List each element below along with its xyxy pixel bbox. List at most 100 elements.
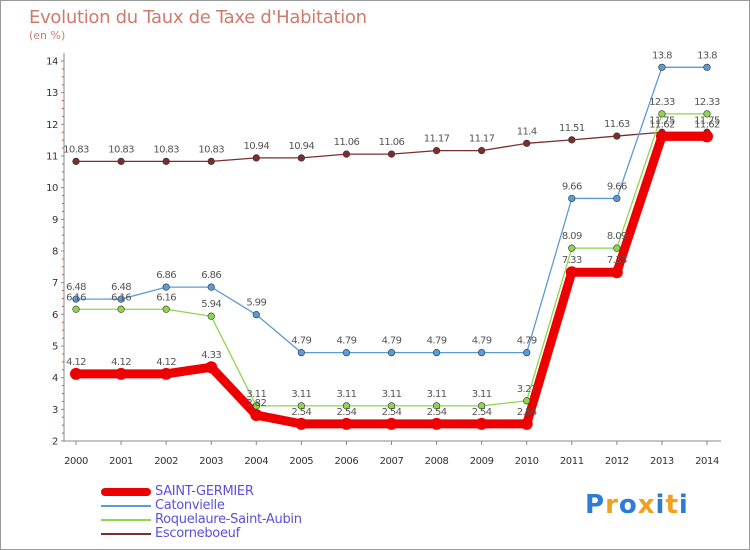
data-label: 3.11 bbox=[472, 389, 492, 400]
data-point bbox=[252, 311, 260, 319]
data-point bbox=[117, 157, 125, 165]
data-point bbox=[432, 147, 441, 155]
y-tick-label: 12 bbox=[46, 120, 58, 131]
data-label: 3.11 bbox=[382, 389, 402, 400]
data-label: 2.54 bbox=[336, 407, 356, 418]
data-label: 5.99 bbox=[246, 298, 266, 309]
x-tick-label: 2007 bbox=[380, 456, 404, 467]
data-label: 6.48 bbox=[66, 282, 86, 293]
data-point bbox=[340, 417, 353, 430]
data-label: 2.82 bbox=[246, 398, 266, 409]
data-label: 7.33 bbox=[607, 255, 627, 266]
data-point bbox=[162, 305, 170, 313]
data-label: 13.8 bbox=[652, 50, 672, 61]
data-point bbox=[478, 349, 486, 357]
data-label: 4.79 bbox=[472, 336, 492, 347]
legend-label: Escorneboeuf bbox=[155, 526, 240, 541]
data-point bbox=[115, 367, 128, 380]
data-point bbox=[655, 130, 668, 143]
logo-letter: o bbox=[618, 490, 638, 520]
x-tick-label: 2010 bbox=[515, 456, 539, 467]
data-point bbox=[205, 361, 218, 374]
data-label: 11.62 bbox=[649, 119, 675, 130]
data-point bbox=[252, 154, 260, 162]
data-label: 2.54 bbox=[472, 407, 492, 418]
logo-letter: t bbox=[665, 490, 679, 520]
x-tick-label: 2014 bbox=[695, 456, 719, 467]
data-point bbox=[72, 295, 80, 303]
data-point bbox=[568, 136, 576, 144]
data-label: 10.94 bbox=[243, 141, 269, 152]
data-label: 6.16 bbox=[111, 292, 131, 303]
data-label: 12.33 bbox=[649, 97, 675, 108]
data-label: 6.86 bbox=[201, 270, 221, 281]
data-point bbox=[475, 417, 488, 430]
data-point bbox=[565, 266, 578, 279]
chart-points bbox=[70, 63, 713, 430]
data-point bbox=[297, 402, 305, 410]
data-label: 6.16 bbox=[156, 292, 176, 303]
data-point bbox=[72, 157, 80, 165]
data-point bbox=[520, 417, 533, 430]
data-point bbox=[568, 194, 576, 203]
legend-label: Roquelaure-Saint-Aubin bbox=[155, 512, 302, 527]
data-label: 4.12 bbox=[111, 357, 131, 368]
data-label: 11.75 bbox=[649, 115, 675, 126]
data-label: 11.06 bbox=[334, 137, 360, 148]
y-tick-label: 11 bbox=[46, 152, 58, 163]
data-label: 9.66 bbox=[607, 181, 627, 192]
data-label: 5.94 bbox=[201, 299, 221, 310]
data-point bbox=[207, 283, 215, 291]
data-label: 10.83 bbox=[198, 144, 224, 155]
data-point bbox=[613, 244, 621, 252]
data-label: 4.33 bbox=[201, 350, 221, 361]
data-point bbox=[342, 150, 351, 158]
data-label: 11.51 bbox=[559, 123, 585, 134]
data-label: 4.79 bbox=[336, 336, 356, 347]
data-point bbox=[70, 367, 82, 380]
data-point bbox=[342, 402, 351, 410]
data-point bbox=[523, 139, 531, 147]
data-label: 4.79 bbox=[517, 336, 537, 347]
data-label: 10.83 bbox=[63, 144, 89, 155]
legend-swatch bbox=[101, 519, 151, 521]
data-label: 2.54 bbox=[517, 407, 537, 418]
x-tick-label: 2009 bbox=[470, 456, 494, 467]
data-point bbox=[162, 283, 170, 291]
data-point bbox=[387, 150, 396, 158]
data-label: 12.33 bbox=[694, 97, 720, 108]
logo-letter: i bbox=[655, 490, 666, 520]
x-tick-label: 2004 bbox=[244, 456, 268, 467]
data-point bbox=[610, 266, 623, 279]
data-label: 9.66 bbox=[562, 181, 582, 192]
y-tick-label: 5 bbox=[52, 342, 58, 353]
data-label: 4.12 bbox=[156, 357, 176, 368]
data-point bbox=[250, 409, 263, 422]
data-label: 6.48 bbox=[111, 282, 131, 293]
data-label: 4.79 bbox=[427, 336, 447, 347]
data-point bbox=[387, 349, 396, 357]
data-label: 3.27 bbox=[517, 384, 537, 395]
data-point bbox=[117, 295, 125, 303]
legend-label: Catonvielle bbox=[155, 498, 225, 513]
data-point bbox=[703, 63, 711, 71]
y-tick-label: 6 bbox=[52, 310, 58, 321]
chart-subtitle: (en %) bbox=[29, 29, 66, 42]
data-label: 4.79 bbox=[291, 336, 311, 347]
y-tick-label: 13 bbox=[46, 88, 58, 99]
data-label: 2.54 bbox=[382, 407, 402, 418]
data-point bbox=[432, 402, 441, 410]
data-label: 11.75 bbox=[694, 115, 720, 126]
data-label: 11.62 bbox=[694, 119, 720, 130]
data-point bbox=[658, 110, 666, 118]
y-tick-label: 4 bbox=[52, 373, 58, 384]
data-point bbox=[117, 305, 125, 313]
legend-swatch bbox=[101, 488, 151, 496]
y-tick-label: 2 bbox=[52, 437, 58, 448]
data-label: 11.17 bbox=[424, 134, 450, 145]
data-point bbox=[160, 367, 173, 380]
legend-swatch bbox=[101, 533, 151, 535]
data-label: 11.4 bbox=[517, 126, 537, 137]
